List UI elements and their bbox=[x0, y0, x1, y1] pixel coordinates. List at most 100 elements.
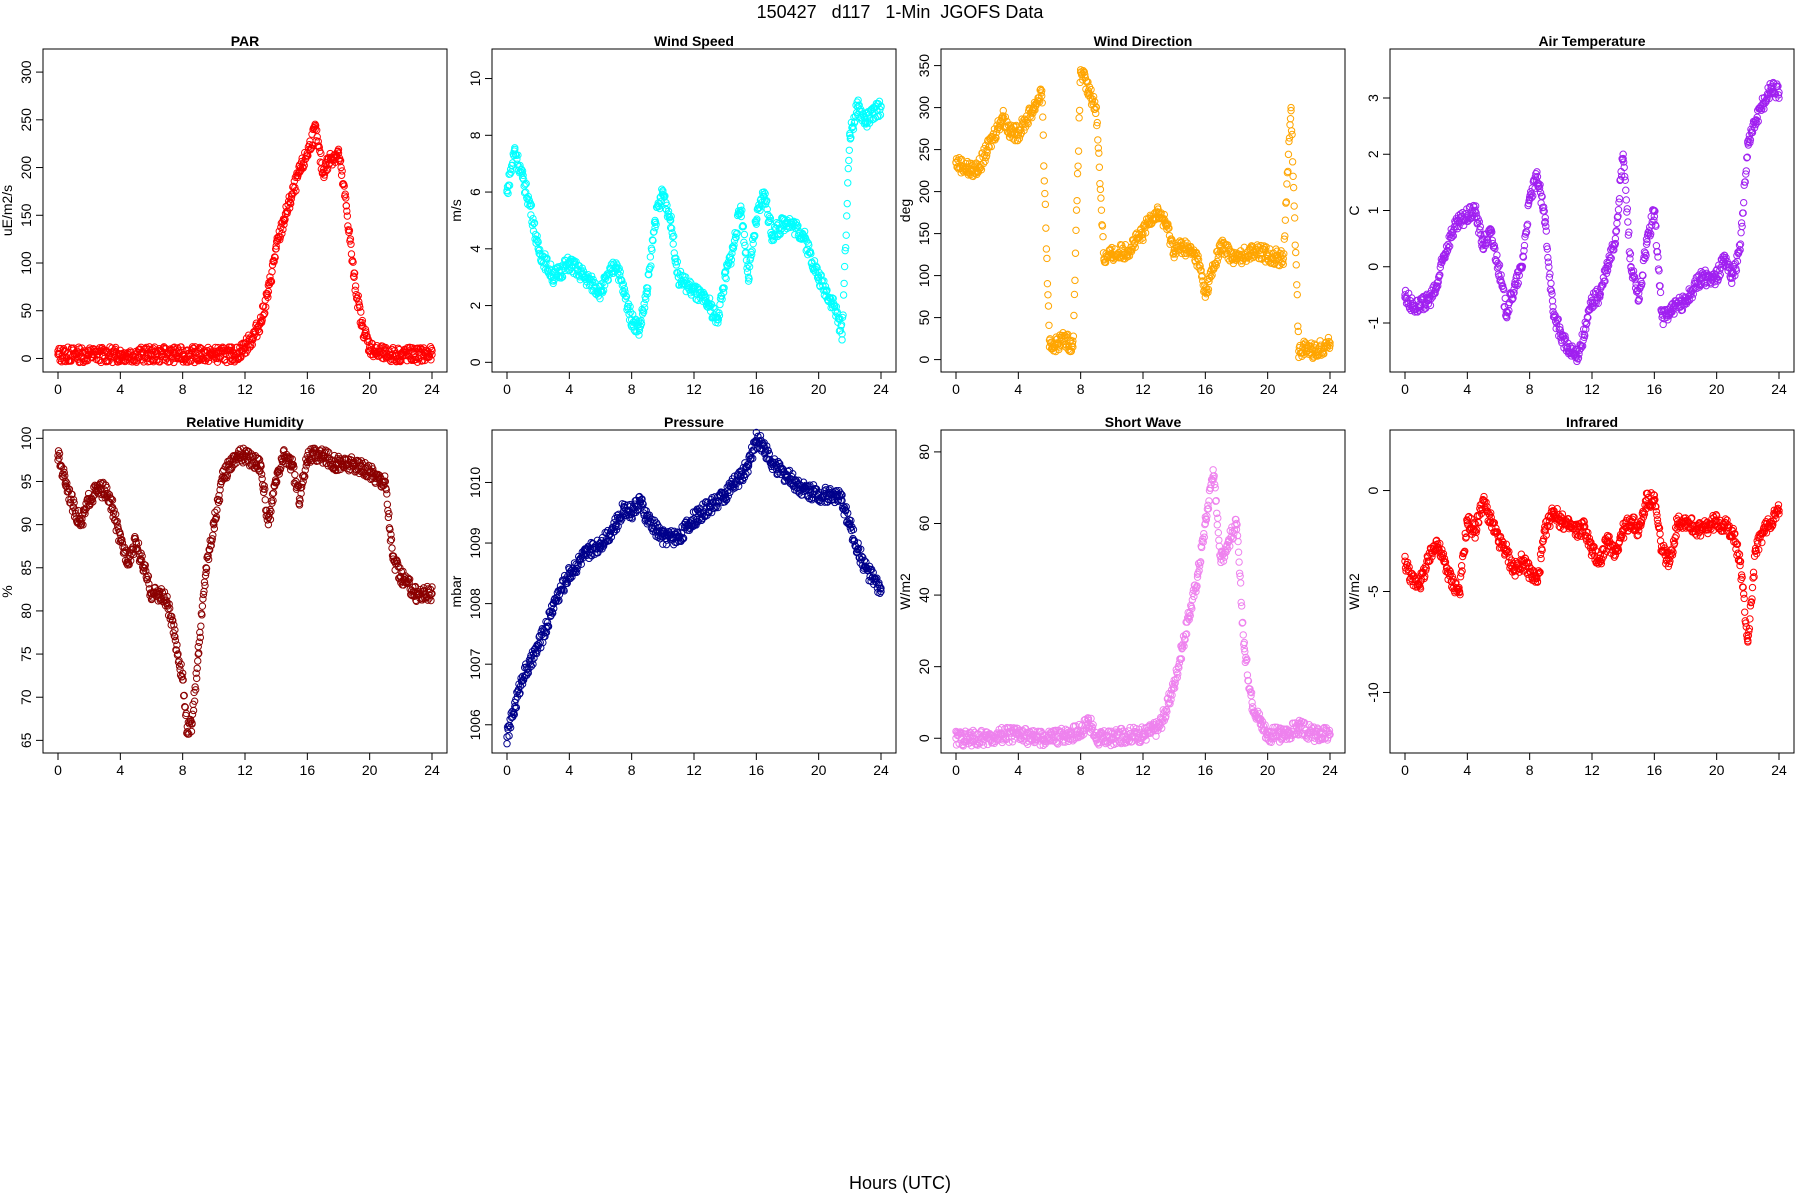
data-point bbox=[513, 155, 521, 163]
data-point bbox=[1074, 147, 1083, 155]
data-point bbox=[670, 249, 678, 257]
data-point bbox=[982, 151, 991, 160]
data-point bbox=[661, 192, 669, 200]
data-point bbox=[761, 189, 769, 198]
plot-frame bbox=[940, 429, 1346, 754]
data-point bbox=[227, 343, 236, 351]
y-tick-label: 1008 bbox=[467, 588, 483, 619]
data-point bbox=[1042, 224, 1050, 232]
data-point bbox=[1075, 114, 1083, 122]
data-point bbox=[646, 253, 655, 261]
data-point bbox=[108, 358, 117, 367]
data-point bbox=[266, 273, 274, 281]
data-point bbox=[1286, 114, 1295, 123]
data-point bbox=[863, 123, 871, 131]
data-point bbox=[1204, 285, 1213, 294]
data-point bbox=[876, 111, 885, 119]
data-point bbox=[1043, 279, 1052, 288]
data-point bbox=[962, 159, 970, 168]
data-point bbox=[765, 212, 774, 221]
data-points bbox=[54, 444, 436, 738]
data-point bbox=[1287, 103, 1295, 112]
data-point bbox=[845, 156, 853, 165]
data-point bbox=[730, 241, 738, 249]
data-point bbox=[813, 263, 821, 272]
data-point bbox=[504, 189, 512, 198]
data-point bbox=[727, 260, 735, 268]
x-tick-label: 20 bbox=[362, 762, 378, 778]
data-point bbox=[248, 341, 256, 349]
data-point bbox=[1196, 262, 1204, 270]
y-tick-label: 0 bbox=[18, 354, 34, 362]
data-point bbox=[529, 214, 537, 223]
y-tick-label: 10 bbox=[467, 71, 483, 87]
y-tick-label: 2 bbox=[1365, 150, 1381, 158]
data-point bbox=[979, 159, 988, 168]
x-tick-label: 4 bbox=[116, 381, 124, 397]
data-point bbox=[1164, 220, 1172, 228]
data-point bbox=[1090, 98, 1099, 106]
data-point bbox=[963, 157, 972, 166]
data-point bbox=[852, 101, 860, 110]
data-point bbox=[1656, 288, 1665, 297]
data-point bbox=[669, 240, 677, 248]
data-point bbox=[1178, 249, 1186, 258]
data-point bbox=[709, 303, 717, 312]
data-point bbox=[772, 224, 780, 233]
data-point bbox=[263, 289, 272, 298]
y-tick-label: 60 bbox=[916, 515, 932, 531]
data-point bbox=[1613, 219, 1621, 228]
data-point bbox=[259, 311, 267, 320]
data-point bbox=[751, 231, 759, 240]
y-tick-label: 250 bbox=[916, 138, 932, 162]
panel-title: Short Wave bbox=[1105, 414, 1182, 430]
data-point bbox=[141, 344, 149, 353]
y-axis-label: W/m2 bbox=[897, 573, 913, 610]
data-point bbox=[1614, 206, 1623, 214]
data-point bbox=[876, 105, 884, 114]
data-point bbox=[311, 121, 320, 130]
data-point bbox=[670, 232, 678, 240]
data-point bbox=[604, 276, 612, 284]
data-point bbox=[1069, 337, 1077, 345]
figure-title: 150427 d117 1-Min JGOFS Data bbox=[756, 2, 1044, 22]
data-point bbox=[1652, 242, 1661, 250]
data-point bbox=[287, 199, 295, 208]
data-point bbox=[637, 319, 646, 328]
data-point bbox=[530, 219, 539, 227]
data-point bbox=[1071, 249, 1080, 257]
x-tick-label: 16 bbox=[300, 381, 316, 397]
data-point bbox=[639, 308, 648, 316]
data-point bbox=[676, 267, 685, 276]
data-point bbox=[799, 231, 807, 239]
data-point bbox=[342, 202, 350, 210]
data-point bbox=[1292, 248, 1300, 257]
x-tick-label: 12 bbox=[237, 762, 253, 778]
data-point bbox=[279, 225, 287, 234]
data-point bbox=[875, 97, 884, 106]
data-point bbox=[1281, 216, 1290, 224]
data-point bbox=[753, 215, 761, 223]
y-tick-label: 70 bbox=[18, 689, 34, 705]
plot-frame bbox=[940, 48, 1346, 373]
data-point bbox=[1289, 172, 1297, 181]
y-tick-label: 90 bbox=[18, 517, 34, 533]
data-point bbox=[747, 251, 756, 259]
data-point bbox=[649, 236, 657, 245]
data-point bbox=[1160, 214, 1168, 223]
data-point bbox=[763, 205, 771, 213]
data-point bbox=[337, 171, 346, 179]
data-point bbox=[1097, 206, 1106, 214]
y-tick-label: 75 bbox=[18, 646, 34, 662]
data-point bbox=[1023, 115, 1032, 123]
y-tick-label: 80 bbox=[916, 444, 932, 460]
x-tick-label: 20 bbox=[362, 381, 378, 397]
data-point bbox=[648, 246, 656, 254]
y-tick-label: 50 bbox=[18, 303, 34, 319]
y-tick-label: 6 bbox=[467, 188, 483, 196]
data-point bbox=[1042, 245, 1051, 253]
data-point bbox=[1293, 290, 1301, 299]
data-point bbox=[1089, 92, 1098, 101]
